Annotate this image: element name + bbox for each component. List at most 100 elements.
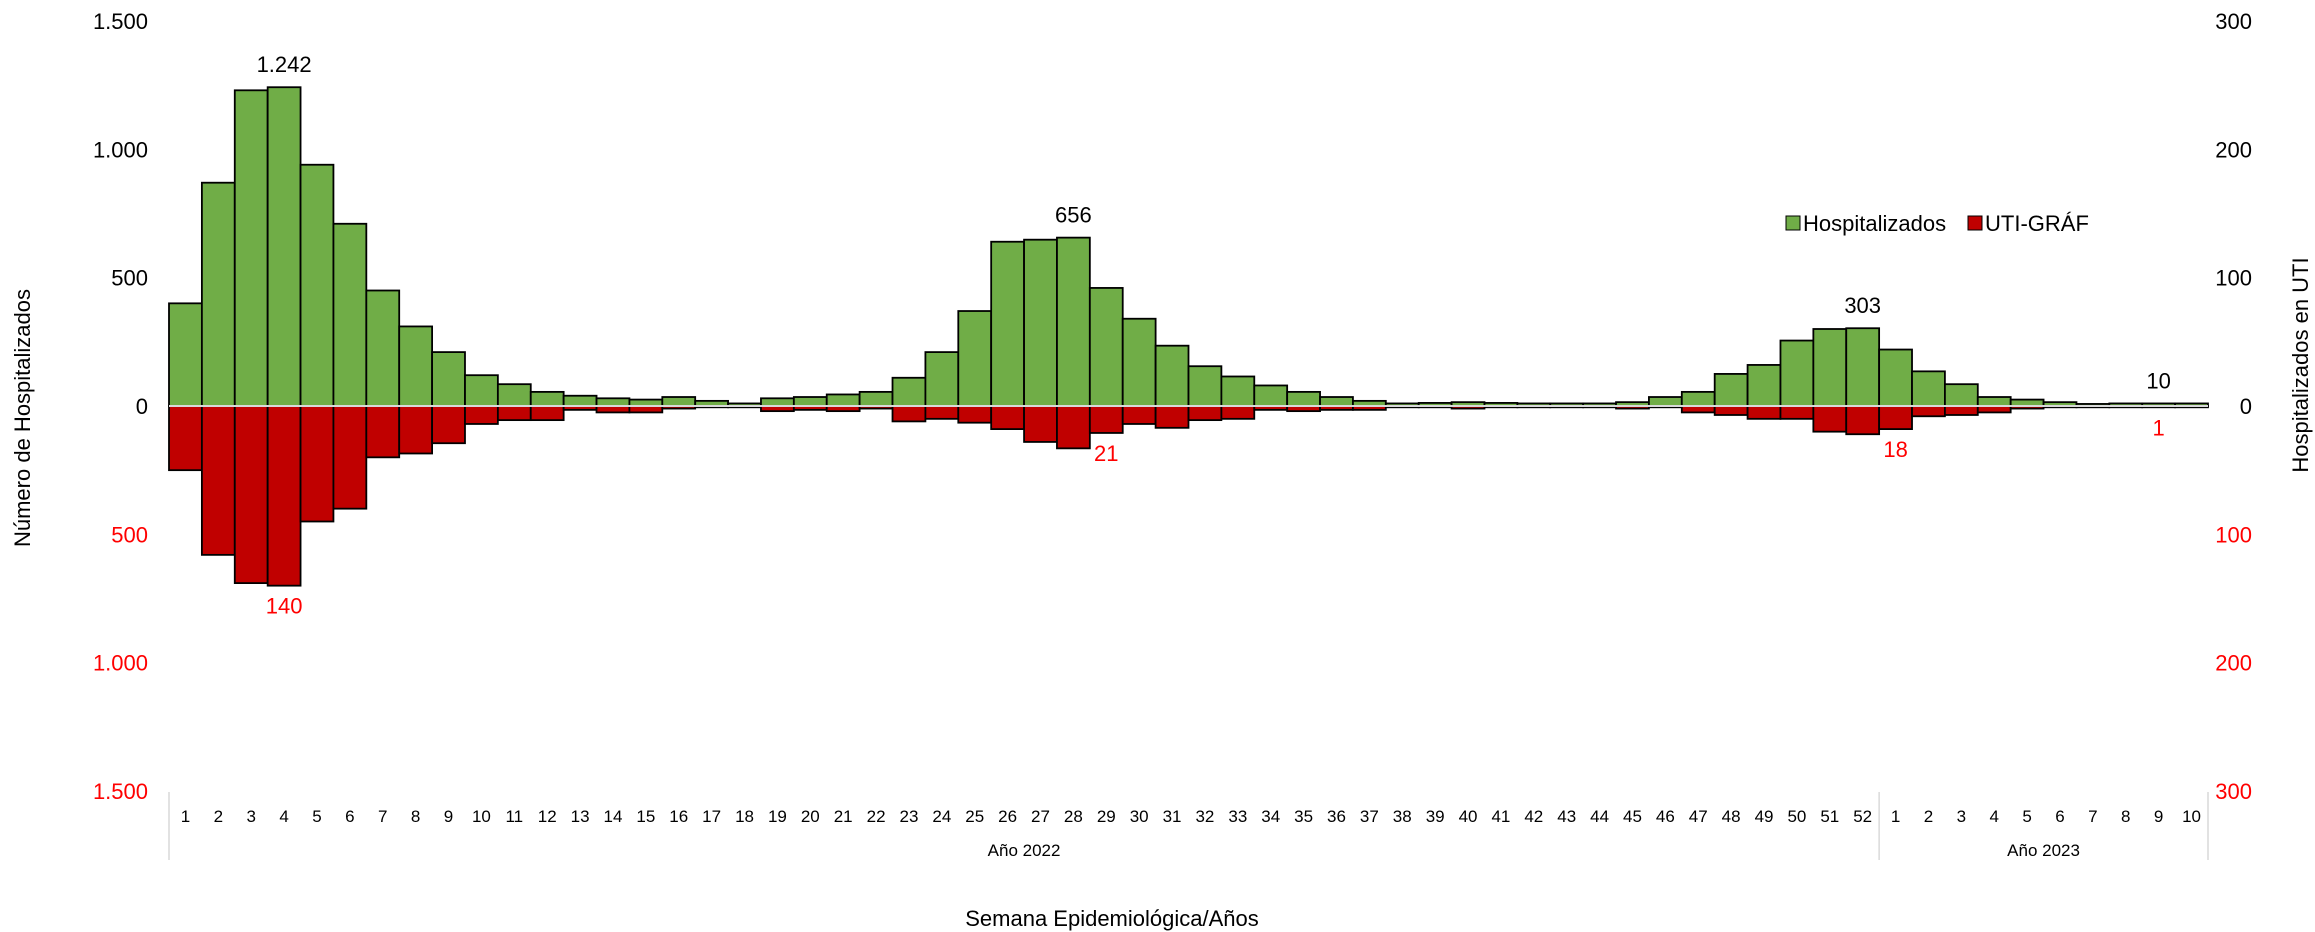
x-tick-label: 10 [2182, 807, 2201, 826]
bar-uti [299, 405, 335, 523]
x-tick-label: 39 [1426, 807, 1445, 826]
bar-uti [1845, 405, 1881, 436]
value-labels: 1.242 656 303 10 140 21 18 1 [257, 52, 2171, 618]
bar-hospitalizados [496, 383, 532, 407]
x-tick-label: 4 [279, 807, 288, 826]
legend-label-uti: UTI-GRÁF [1985, 211, 2089, 236]
bar-hospitalizados [1088, 287, 1124, 407]
bar-hospitalizados [464, 374, 499, 407]
x-tick-label: 11 [505, 807, 523, 826]
bar-uti [1187, 405, 1223, 422]
x-tick-label: 18 [735, 807, 754, 826]
x-tick-label: 47 [1689, 807, 1708, 826]
bar-uti [398, 405, 433, 455]
bar-hospitalizados [562, 394, 598, 407]
bar-uti [496, 405, 532, 422]
bar-uti [1056, 405, 1091, 450]
bar-hospitalizados [1680, 390, 1716, 407]
bar-hospitalizados [858, 390, 894, 407]
bar-hospitalizados [1056, 236, 1091, 407]
bar-uti [1944, 405, 1979, 416]
right-tick-label: 100 [2215, 522, 2252, 547]
data-label-hospitalizados: 656 [1055, 203, 1092, 228]
left-tick-label: 1.500 [93, 9, 148, 34]
x-tick-label: 49 [1755, 807, 1774, 826]
bar-hospitalizados [990, 240, 1025, 407]
bar-hospitalizados [1812, 328, 1848, 407]
bar-uti [332, 405, 368, 510]
x-tick-label: 10 [472, 807, 491, 826]
left-tick-label: 1.000 [93, 651, 148, 676]
bar-hospitalizados [1154, 344, 1190, 407]
bar-hospitalizados [891, 376, 927, 407]
bar-uti [233, 405, 269, 585]
x-axis-title: Semana Epidemiológica/Años [965, 906, 1259, 931]
left-tick-label: 0 [136, 394, 148, 419]
x-tick-label: 50 [1787, 807, 1806, 826]
bar-hospitalizados [957, 310, 993, 407]
x-tick-label: 20 [801, 807, 820, 826]
bar-uti [924, 405, 960, 420]
bar-hospitalizados [1286, 390, 1321, 407]
bar-uti [957, 405, 993, 424]
bar-uti [1220, 405, 1256, 420]
year-group-label: Año 2022 [988, 841, 1061, 860]
right-tick-label: 300 [2215, 9, 2252, 34]
x-tick-label: 31 [1163, 807, 1182, 826]
data-label-uti: 18 [1883, 437, 1907, 462]
bar-uti [168, 405, 203, 472]
x-tick-label: 15 [636, 807, 655, 826]
bar-hospitalizados [168, 302, 203, 407]
bar-uti [990, 405, 1025, 431]
x-axis-ticks: 1 2 3 4 5 6 7 8 9 10 11 12 13 14 15 16 17 18 19 20 21 22 23 24 2… [181, 807, 2201, 826]
x-tick-label: 40 [1459, 807, 1478, 826]
data-label-uti: 1 [2153, 415, 2165, 440]
x-tick-label: 34 [1261, 807, 1280, 826]
bar-uti [464, 405, 499, 425]
bar-uti [1779, 405, 1815, 420]
left-axis-ticks: 1.500 1.000 500 0 500 1.000 1.500 [93, 9, 148, 804]
bar-hospitalizados [595, 397, 631, 407]
x-tick-label: 12 [538, 807, 557, 826]
data-label-uti: 140 [266, 594, 303, 619]
x-tick-label: 3 [246, 807, 255, 826]
right-tick-label: 0 [2240, 394, 2252, 419]
bar-uti [1878, 405, 1913, 431]
x-tick-label: 28 [1064, 807, 1083, 826]
bar-uti [1121, 405, 1157, 425]
bar-hospitalizados [332, 222, 368, 407]
bar-hospitalizados [1187, 365, 1223, 407]
x-tick-label: 36 [1327, 807, 1346, 826]
data-label-hospitalizados: 10 [2146, 368, 2170, 393]
x-tick-label: 2 [214, 807, 223, 826]
bar-hospitalizados [1713, 373, 1749, 407]
legend-label-hospitalizados: Hospitalizados [1803, 211, 1946, 236]
bar-hospitalizados [1911, 370, 1946, 407]
x-tick-label: 46 [1656, 807, 1675, 826]
x-tick-label: 52 [1853, 807, 1872, 826]
bar-hospitalizados [1845, 327, 1881, 407]
bar-uti [1023, 405, 1058, 443]
bar-hospitalizados [1220, 375, 1256, 407]
x-tick-label: 16 [669, 807, 688, 826]
left-tick-label: 1.500 [93, 779, 148, 804]
x-tick-label: 3 [1957, 807, 1966, 826]
x-tick-label: 1 [1891, 807, 1900, 826]
bar-hospitalizados [299, 163, 335, 407]
x-tick-label: 17 [702, 807, 721, 826]
x-tick-label: 19 [768, 807, 787, 826]
data-label-uti: 21 [1094, 441, 1118, 466]
x-tick-label: 4 [1989, 807, 1998, 826]
bar-hospitalizados [398, 325, 433, 407]
x-tick-label: 30 [1130, 807, 1149, 826]
left-tick-label: 1.000 [93, 137, 148, 162]
bar-hospitalizados [792, 396, 828, 407]
x-tick-label: 13 [571, 807, 590, 826]
x-tick-label: 23 [899, 807, 918, 826]
bar-hospitalizados [1121, 317, 1157, 407]
x-tick-label: 25 [965, 807, 984, 826]
x-tick-label: 38 [1393, 807, 1412, 826]
x-tick-label: 8 [2121, 807, 2130, 826]
bar-uti [431, 405, 466, 445]
